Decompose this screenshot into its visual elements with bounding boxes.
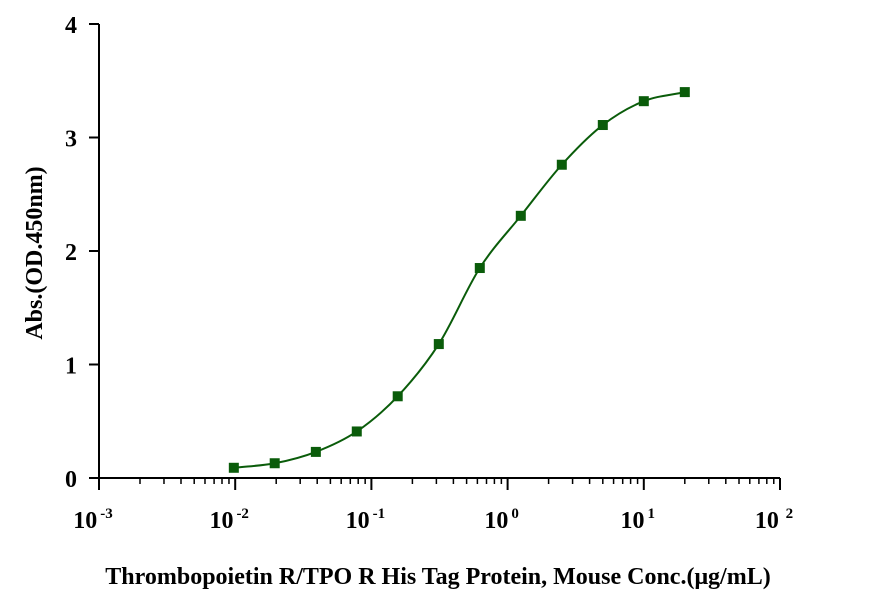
- y-axis-title: Abs.(OD.450nm): [22, 166, 48, 339]
- data-point: [638, 96, 649, 107]
- y-tick-label: 0: [65, 467, 77, 493]
- axis-labels: 0 1 2 3 4 10 -3 10 -2 10 -1 10 0 10 1 10 2: [65, 13, 793, 534]
- x-tick-label: 10 0: [484, 506, 518, 534]
- data-point: [433, 339, 444, 350]
- data-point: [269, 458, 280, 469]
- data-point: [597, 120, 608, 131]
- x-tick-label: 10 2: [755, 506, 793, 534]
- x-tick-label: 10 1: [621, 506, 656, 534]
- data-point: [679, 87, 690, 98]
- y-tick-label: 1: [65, 354, 77, 380]
- x-tick-label: 10 -2: [209, 506, 249, 534]
- x-axis-title: Thrombopoietin R/TPO R His Tag Protein, …: [105, 564, 770, 590]
- x-tick-label: 10 -3: [73, 506, 113, 534]
- y-tick-label: 3: [65, 127, 77, 153]
- data-points: [228, 87, 690, 473]
- data-point: [556, 159, 567, 170]
- fit-curve-group: [233, 91, 686, 469]
- data-point: [228, 462, 239, 473]
- data-point: [474, 263, 485, 274]
- fit-curve: [233, 91, 686, 469]
- data-point: [515, 210, 526, 221]
- axes: [89, 23, 781, 490]
- y-tick-label: 2: [65, 240, 77, 266]
- data-point: [351, 426, 362, 437]
- data-point: [392, 391, 403, 402]
- y-tick-label: 4: [65, 13, 77, 39]
- x-tick-label: 10 -1: [346, 506, 386, 534]
- data-point: [310, 446, 321, 457]
